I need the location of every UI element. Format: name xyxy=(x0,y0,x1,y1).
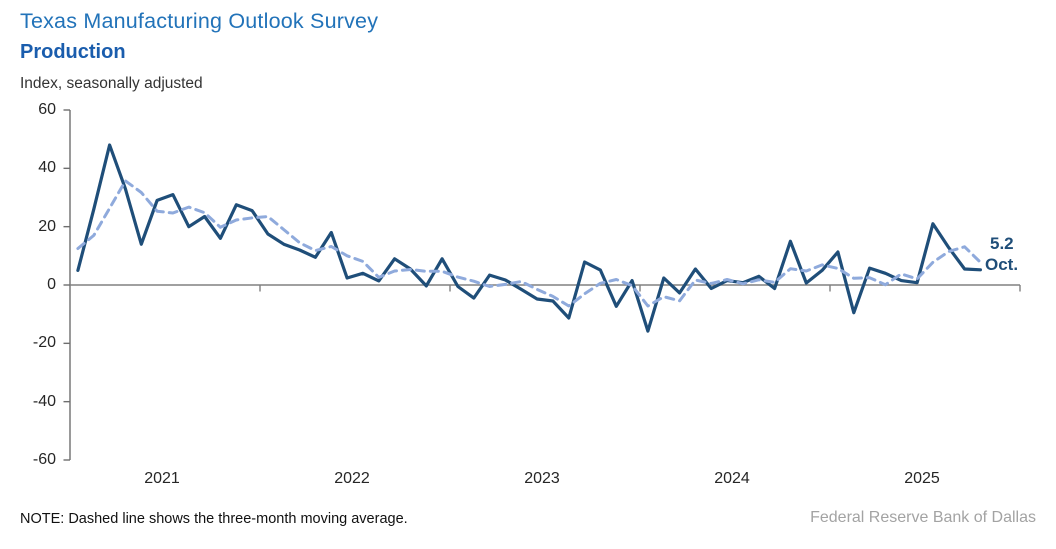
y-tick-label-n20: -20 xyxy=(32,334,56,351)
y-tick-label-0: 0 xyxy=(47,276,56,293)
footnote: NOTE: Dashed line shows the three-month … xyxy=(20,511,408,527)
y-tick-label-20: 20 xyxy=(38,218,56,235)
production-line xyxy=(76,143,983,333)
series-end-month-label: Oct. xyxy=(985,255,1019,274)
chart-title: Texas Manufacturing Outlook Survey xyxy=(20,9,379,33)
x-year-label-2021: 2021 xyxy=(144,470,180,487)
series-end-annotation: 5.2 Oct. xyxy=(985,233,1018,275)
x-year-label-2024: 2024 xyxy=(714,470,750,487)
x-year-label-2023: 2023 xyxy=(524,470,560,487)
y-tick-label-n60: -60 xyxy=(32,451,56,468)
y-tick-label-n40: -40 xyxy=(32,393,56,410)
x-year-label-2022: 2022 xyxy=(334,470,370,487)
y-tick-label-40: 40 xyxy=(38,159,56,176)
x-year-label-2025: 2025 xyxy=(904,470,940,487)
axis-tick-marks xyxy=(63,109,1021,461)
source-attribution: Federal Reserve Bank of Dallas xyxy=(810,509,1036,526)
y-tick-label-60: 60 xyxy=(38,101,56,118)
data-series-lines xyxy=(76,143,983,333)
moving-average-line xyxy=(76,179,982,308)
chart-subtitle-production: Production xyxy=(20,41,126,63)
y-axis-units-label: Index, seasonally adjusted xyxy=(20,75,203,92)
series-end-value-label: 5.2 xyxy=(990,234,1014,253)
